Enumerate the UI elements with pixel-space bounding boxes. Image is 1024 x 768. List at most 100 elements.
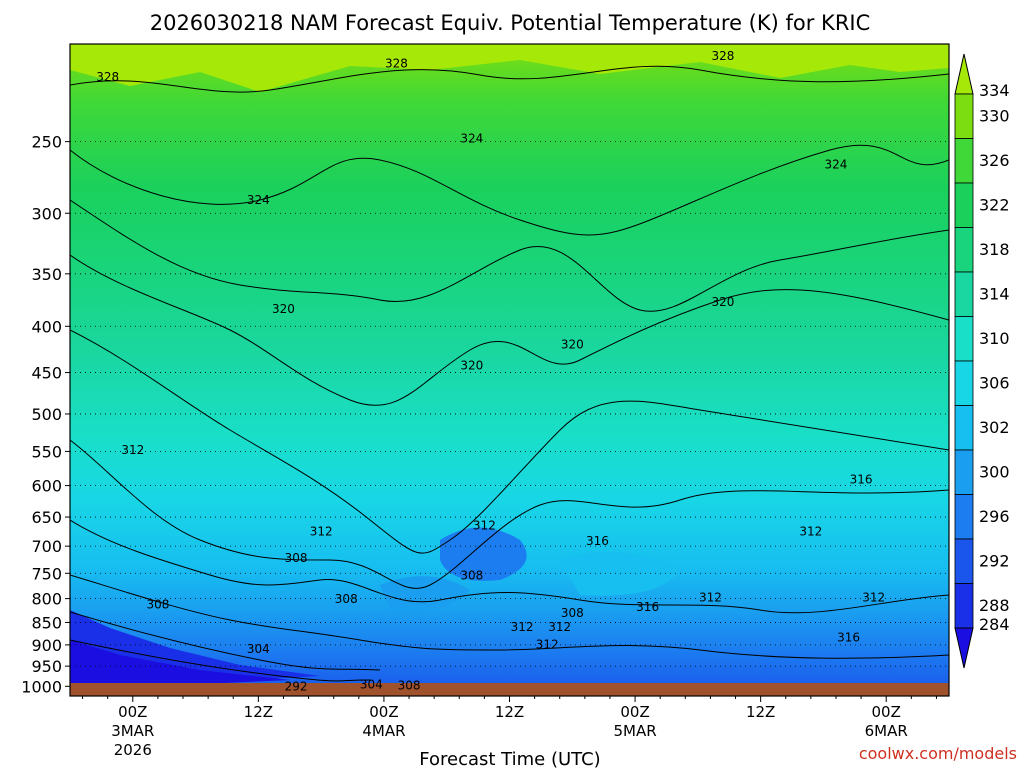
y-tick-label: 400 <box>31 317 62 336</box>
contour-label: 312 <box>310 524 333 538</box>
y-axis: 250 300 350 400 450 500 550 600 650 700 750 800 850 9… <box>21 133 70 696</box>
contour-label: 320 <box>460 359 483 373</box>
y-tick-label: 900 <box>31 636 62 655</box>
contour-label: 316 <box>586 534 609 548</box>
x-tick-time: 00Z <box>118 703 147 721</box>
contour-label: 308 <box>460 568 483 582</box>
moist-pocket-3 <box>560 552 680 596</box>
colorbar-segment <box>954 227 974 273</box>
colorbar-segment <box>954 360 974 406</box>
contour-label: 312 <box>536 637 559 651</box>
colorbar-bottom-arrow <box>954 627 974 669</box>
contour-label: 308 <box>146 597 169 611</box>
field-background <box>70 44 949 696</box>
contour-label: 308 <box>335 592 358 606</box>
colorbar-segment <box>954 271 974 317</box>
colorbar-segment <box>954 316 974 362</box>
contour-label: 316 <box>837 630 860 644</box>
contour-label: 312 <box>121 443 144 457</box>
contour-label: 320 <box>561 338 584 352</box>
x-tick-date: 6MAR <box>865 722 908 740</box>
x-tick-date: 3MAR <box>111 722 154 740</box>
colorbar-level-label: 310 <box>979 329 1010 348</box>
x-tick-time: 12Z <box>746 703 775 721</box>
contour-label: 312 <box>699 591 722 605</box>
contour-label: 308 <box>285 551 308 565</box>
y-tick-label: 450 <box>31 364 62 383</box>
contour-label: 304 <box>360 677 383 691</box>
chart-title: 2026030218 NAM Forecast Equiv. Potential… <box>150 11 871 35</box>
very-cold-core <box>70 640 290 690</box>
y-tick-label: 250 <box>31 133 62 152</box>
moist-pocket-2 <box>380 576 470 611</box>
y-tick-label: 550 <box>31 442 62 461</box>
contour-label: 316 <box>850 473 873 487</box>
contour-label: 324 <box>247 193 270 207</box>
y-tick-label: 800 <box>31 590 62 609</box>
terrain-strip <box>70 683 949 696</box>
contour-label: 312 <box>511 620 534 634</box>
contour-label: 312 <box>862 591 885 605</box>
contour-label: 312 <box>548 620 571 634</box>
colorbar-level-label: 302 <box>979 418 1010 437</box>
contour-label: 312 <box>799 524 822 538</box>
contour-label: 328 <box>385 57 408 71</box>
high-theta-band <box>70 44 949 92</box>
y-tick-label: 300 <box>31 204 62 223</box>
colorbar-top-arrow <box>954 53 974 95</box>
x-tick-time: 12Z <box>495 703 524 721</box>
colorbar-segment <box>954 494 974 540</box>
y-tick-label: 950 <box>31 657 62 676</box>
y-tick-label: 650 <box>31 508 62 527</box>
colorbar-segment <box>954 449 974 495</box>
moist-pocket-1 <box>440 527 527 581</box>
colorbar-level-label: 326 <box>979 151 1010 170</box>
colorbar-level-label: 292 <box>979 551 1010 570</box>
colorbar-level-label: 318 <box>979 240 1010 259</box>
contour-label: 324 <box>825 158 848 172</box>
y-tick-label: 750 <box>31 564 62 583</box>
y-tick-label: 850 <box>31 613 62 632</box>
colorbar-level-label: 300 <box>979 462 1010 481</box>
colorbar-level-label: 284 <box>979 615 1010 634</box>
contour-label: 316 <box>636 600 659 614</box>
x-tick-date: 4MAR <box>362 722 405 740</box>
colorbar-level-label: 334 <box>979 81 1010 100</box>
x-tick-time: 12Z <box>244 703 273 721</box>
y-tick-label: 500 <box>31 405 62 424</box>
x-tick-time: 00Z <box>369 703 398 721</box>
colorbar-segment <box>954 538 974 584</box>
contour-lines <box>70 65 949 682</box>
contour-label: 320 <box>272 302 295 316</box>
colorbar-level-label: 330 <box>979 106 1010 125</box>
contour-label: 328 <box>96 70 119 84</box>
colorbar-segment <box>954 93 974 139</box>
colorbar-level-label: 296 <box>979 507 1010 526</box>
colorbar-segment <box>954 182 974 228</box>
y-tick-label: 700 <box>31 537 62 556</box>
x-tick-date: 5MAR <box>613 722 656 740</box>
colorbar-segment <box>954 405 974 451</box>
credit-text: coolwx.com/models <box>859 744 1017 763</box>
colorbar-level-label: 288 <box>979 596 1010 615</box>
y-tick-label: 600 <box>31 477 62 496</box>
contour-label: 320 <box>712 295 735 309</box>
contour-label: 324 <box>460 131 483 145</box>
x-tick-time: 00Z <box>620 703 649 721</box>
contour-label: 308 <box>398 679 421 693</box>
contour-label: 312 <box>473 518 496 532</box>
y-tick-label: 1000 <box>21 677 62 696</box>
contour-label: 304 <box>247 642 270 656</box>
colorbar-segment <box>954 583 974 629</box>
contour-labels: 328 328 328 324 324 324 320 320 320 320 316 316 316 3… <box>96 49 885 694</box>
contour-label: 292 <box>285 680 308 694</box>
y-tick-label: 350 <box>31 265 62 284</box>
plot-area: 328 328 328 324 324 324 320 320 320 320 316 316 316 3… <box>70 44 949 696</box>
colorbar-legend: 334 330 326 322 318 314 310 306 302 300 296 292 2882… <box>954 53 1010 669</box>
contour-label: 308 <box>561 606 584 620</box>
x-axis-label: Forecast Time (UTC) <box>419 749 600 768</box>
colorbar-level-label: 306 <box>979 373 1010 392</box>
colorbar-level-label: 322 <box>979 195 1010 214</box>
